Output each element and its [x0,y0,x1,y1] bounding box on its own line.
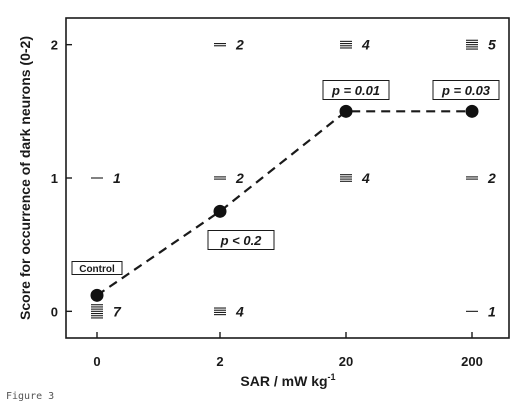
x-tick-label: 200 [461,354,483,369]
count-label: 5 [488,37,496,53]
count-label: 4 [361,37,370,53]
mean-line [96,110,472,297]
x-axis-unit-exponent: -1 [328,372,336,382]
x-tick-label: 0 [93,354,100,369]
count-label: 1 [113,170,121,186]
mean-point [213,204,227,218]
annotation-box [207,230,275,250]
chart-marks: 0 2 20 200 0 1 2 7 1 4 2 2 4 4 1 2 5 Control p < 0.2 p = 0.… [51,37,500,369]
x-tick-label: 2 [216,354,223,369]
annotation-box [432,80,500,100]
y-tick-label: 0 [51,304,58,319]
annotation-label: p = 0.03 [441,83,491,98]
count-label: 1 [488,303,496,319]
mean-point [339,104,353,118]
annotation-label: Control [79,264,115,275]
annotation-label: p = 0.01 [331,83,380,98]
annotation-label: p < 0.2 [220,233,263,248]
count-label: 7 [113,303,122,319]
count-label: 2 [235,37,244,53]
mean-point [90,288,104,302]
mean-point [465,104,479,118]
svg-text:SAR / mW kg-1: SAR / mW kg-1 [240,372,335,389]
x-axis-title: SAR / mW kg-1 [240,372,335,389]
count-label: 4 [235,303,244,319]
x-tick-label: 20 [339,354,353,369]
count-label: 4 [361,170,370,186]
annotation-box [322,80,390,100]
x-axis-label: SAR / mW kg [240,373,327,389]
count-label: 2 [487,170,496,186]
count-label: 2 [235,170,244,186]
plot-frame [65,17,510,339]
y-axis-label: Score for occurrence of dark neurons (0-… [17,36,33,320]
figure-label: Figure 3 [6,391,54,402]
annotation-box [71,261,123,275]
y-tick-label: 2 [51,38,58,53]
y-tick-label: 1 [51,171,58,186]
